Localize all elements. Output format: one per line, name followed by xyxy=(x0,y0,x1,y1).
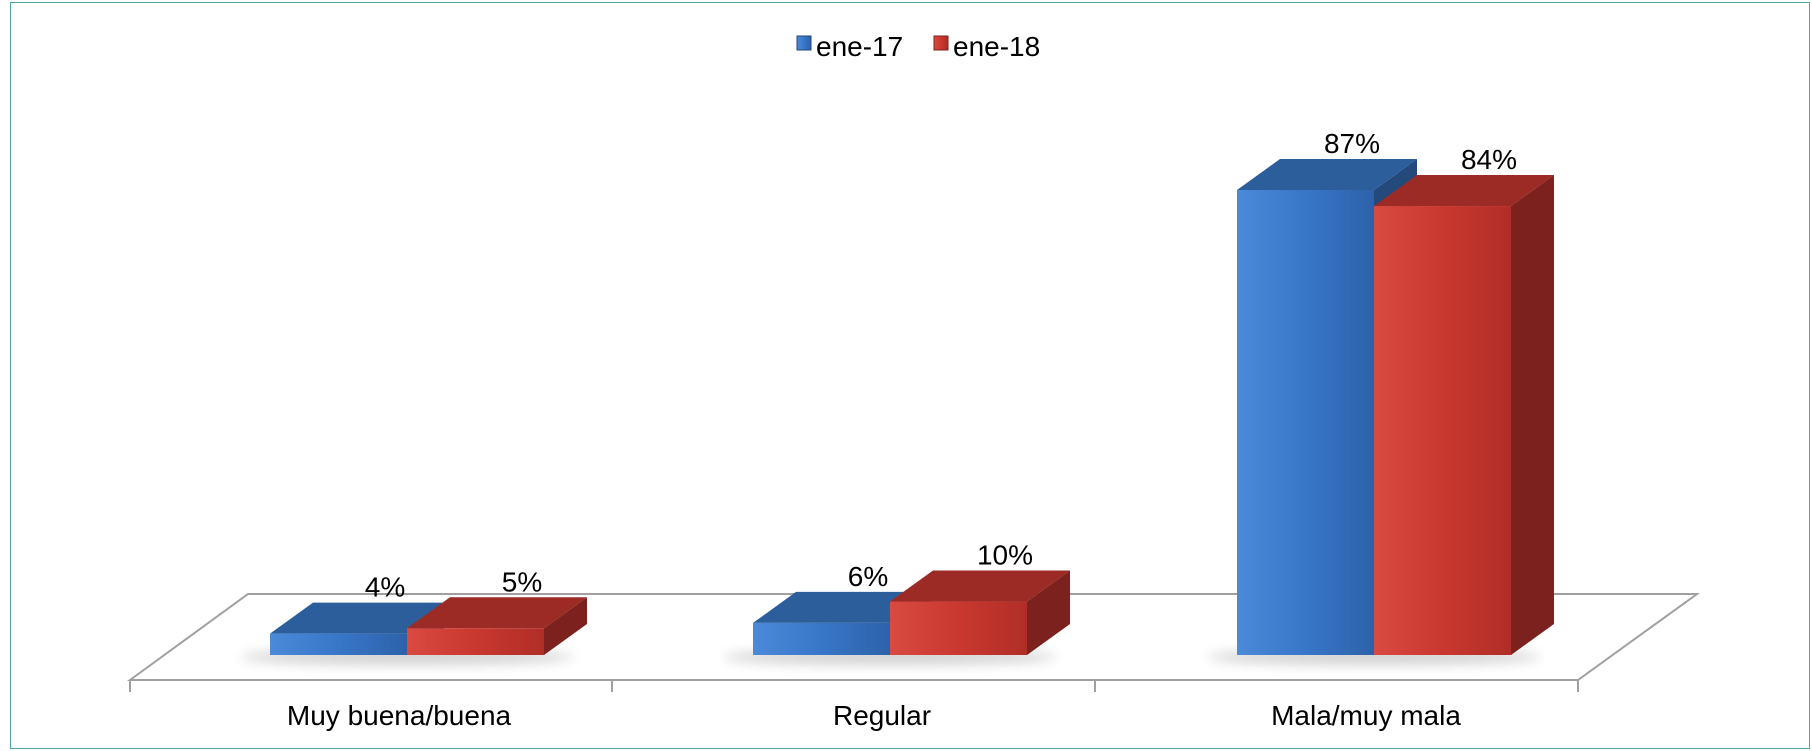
bar-ene-18-0: 5% xyxy=(407,566,587,655)
bar-top xyxy=(1237,159,1417,190)
bar-ene-18-2: 84% xyxy=(1374,144,1554,655)
category-label: Regular xyxy=(833,700,931,731)
data-label: 87% xyxy=(1324,128,1380,159)
bar-front xyxy=(1237,190,1374,655)
legend-label: ene-17 xyxy=(816,31,903,62)
data-label: 6% xyxy=(848,561,888,592)
legend-item-ene-17: ene-17 xyxy=(796,31,903,62)
data-label: 5% xyxy=(502,566,542,597)
category-labels: Muy buena/buena Regular Mala/muy mala xyxy=(287,700,1461,731)
legend-item-ene-18: ene-18 xyxy=(933,31,1040,62)
bar-top xyxy=(753,591,933,623)
legend-swatch xyxy=(796,35,812,51)
data-label: 84% xyxy=(1461,144,1517,175)
bar-front xyxy=(890,601,1027,655)
bar-ene-18-1: 10% xyxy=(890,540,1070,655)
legend-label: ene-18 xyxy=(953,31,1040,62)
bar-top xyxy=(407,597,587,629)
bar-side xyxy=(544,597,587,655)
bar-top xyxy=(1374,175,1554,207)
legend: ene-17 ene-18 xyxy=(796,31,1040,62)
bar-front xyxy=(407,628,544,655)
bar-side xyxy=(1511,175,1554,655)
category-label: Muy buena/buena xyxy=(287,700,512,731)
bar-front xyxy=(753,622,890,655)
bar-front xyxy=(270,633,407,655)
data-label: 4% xyxy=(365,572,405,603)
bar-top xyxy=(890,570,1070,602)
category-label: Mala/muy mala xyxy=(1271,700,1461,731)
data-label: 10% xyxy=(977,540,1033,571)
bars-layer: 4% 5% 6% 10% 87% 84% xyxy=(240,128,1554,665)
bar-top xyxy=(270,602,450,634)
legend-swatch xyxy=(933,35,949,51)
bar-side xyxy=(1027,570,1070,655)
bar-front xyxy=(1374,206,1511,655)
